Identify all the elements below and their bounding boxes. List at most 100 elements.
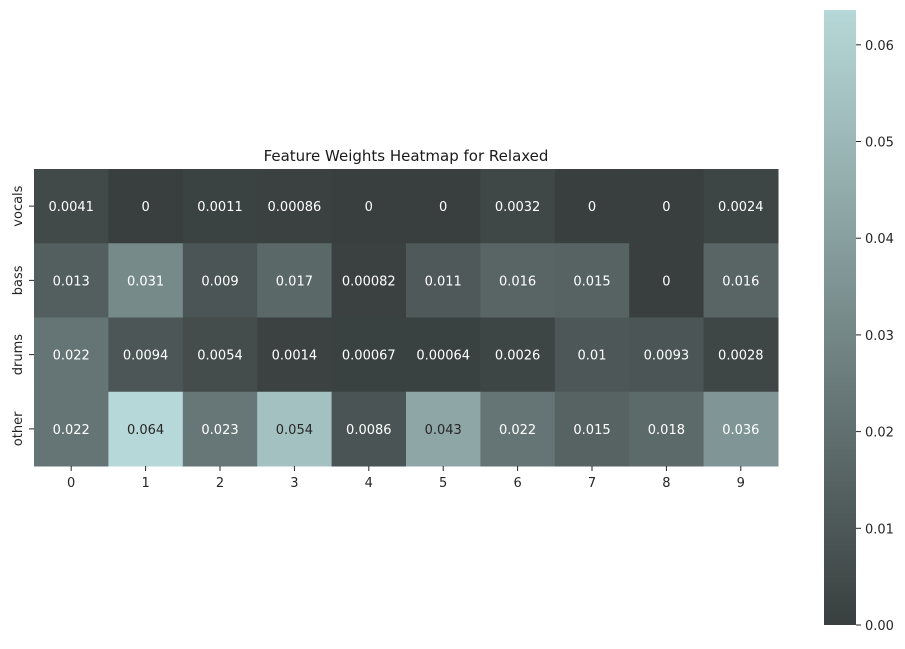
cell-annotation: 0.022 xyxy=(53,423,90,438)
cell-annotation: 0.0028 xyxy=(718,349,764,364)
x-tick-label: 7 xyxy=(588,476,596,491)
heatmap-cell xyxy=(703,169,779,244)
heatmap-cell xyxy=(108,391,184,467)
heatmap-cell xyxy=(406,391,481,467)
cell-annotation: 0.043 xyxy=(425,423,462,438)
heatmap-cell xyxy=(480,243,556,318)
cell-annotation: 0.064 xyxy=(127,423,164,438)
x-tick-label: 5 xyxy=(439,476,447,491)
cell-annotation: 0.00064 xyxy=(416,349,470,364)
heatmap-cell xyxy=(257,169,333,244)
cell-annotation: 0.0054 xyxy=(197,349,243,364)
heatmap-cell xyxy=(629,169,705,244)
cell-annotation: 0 xyxy=(439,200,447,215)
y-tick-label: drums xyxy=(11,334,26,375)
heatmap-cell xyxy=(331,317,407,393)
x-tick-label: 8 xyxy=(662,476,670,491)
cell-annotation: 0 xyxy=(365,200,373,215)
heatmap-cell xyxy=(182,169,258,244)
colorbar-tick-label: 0.05 xyxy=(865,136,894,151)
heatmap-cell xyxy=(629,317,705,393)
y-axis-ticks: vocals bass drums other xyxy=(11,185,34,446)
colorbar-tick-label: 0.03 xyxy=(865,329,894,344)
y-tick-label: vocals xyxy=(11,185,26,226)
x-tick-label: 1 xyxy=(141,476,149,491)
heatmap-cell xyxy=(331,169,407,244)
heatmap-cell xyxy=(480,169,556,244)
heatmap-cell xyxy=(406,317,481,393)
heatmap-cell xyxy=(480,391,556,467)
cell-annotation: 0.015 xyxy=(573,274,610,289)
heatmap-cell xyxy=(554,317,630,393)
heatmap-cells: 0.0041 0 0.0011 0.00086 0 0 0.0032 0 0 0.0024 0.01… xyxy=(34,169,779,467)
cell-annotation: 0.016 xyxy=(499,274,536,289)
cell-annotation: 0 xyxy=(662,274,670,289)
heatmap-cell xyxy=(331,243,407,318)
cell-annotation: 0.036 xyxy=(722,423,759,438)
colorbar-tick-label: 0.06 xyxy=(865,39,894,54)
cell-annotation: 0.022 xyxy=(53,349,90,364)
cell-annotation: 0.017 xyxy=(276,274,313,289)
cell-annotation: 0.0032 xyxy=(495,200,541,215)
cell-annotation: 0.0086 xyxy=(346,423,392,438)
chart-title: Feature Weights Heatmap for Relaxed xyxy=(264,147,549,165)
heatmap-cell xyxy=(554,391,630,467)
heatmap-cell xyxy=(703,243,779,318)
cell-annotation: 0 xyxy=(141,200,149,215)
x-tick-label: 2 xyxy=(216,476,224,491)
heatmap-cell xyxy=(257,317,333,393)
heatmap-cell xyxy=(34,243,109,318)
cell-annotation: 0.0094 xyxy=(123,349,169,364)
heatmap-cell xyxy=(257,243,333,318)
heatmap-cell xyxy=(34,169,109,244)
heatmap-cell xyxy=(108,243,184,318)
colorbar-tick-label: 0.00 xyxy=(865,619,894,634)
x-tick-label: 3 xyxy=(290,476,298,491)
heatmap-cell xyxy=(34,391,109,467)
cell-annotation: 0.00082 xyxy=(342,274,396,289)
cell-annotation: 0.0014 xyxy=(272,349,318,364)
y-tick-label: other xyxy=(11,411,26,446)
cell-annotation: 0.054 xyxy=(276,423,313,438)
cell-annotation: 0.01 xyxy=(578,349,607,364)
colorbar-tick-label: 0.01 xyxy=(865,522,894,537)
cell-annotation: 0.031 xyxy=(127,274,164,289)
heatmap-cell xyxy=(554,243,630,318)
heatmap-cell xyxy=(703,317,779,393)
colorbar-gradient xyxy=(824,10,856,625)
cell-annotation: 0.0041 xyxy=(48,200,94,215)
x-tick-label: 6 xyxy=(513,476,521,491)
heatmap-cell xyxy=(34,317,109,393)
cell-annotation: 0.009 xyxy=(201,274,238,289)
cell-annotation: 0.018 xyxy=(648,423,685,438)
cell-annotation: 0.00067 xyxy=(342,349,396,364)
heatmap-cell xyxy=(629,243,705,318)
cell-annotation: 0 xyxy=(588,200,596,215)
heatmap-cell xyxy=(331,391,407,467)
heatmap-cell xyxy=(406,243,481,318)
cell-annotation: 0.011 xyxy=(425,274,462,289)
heatmap-cell xyxy=(629,391,705,467)
cell-annotation: 0.0011 xyxy=(197,200,243,215)
cell-annotation: 0.00086 xyxy=(268,200,322,215)
colorbar-tick-label: 0.04 xyxy=(865,232,894,247)
x-tick-label: 0 xyxy=(67,476,75,491)
heatmap-cell xyxy=(108,317,184,393)
heatmap-cell xyxy=(182,317,258,393)
heatmap-cell xyxy=(703,391,779,467)
x-axis-ticks: 0 1 2 3 4 5 6 7 8 9 xyxy=(67,466,745,491)
heatmap-cell xyxy=(406,169,481,244)
colorbar-tick-label: 0.02 xyxy=(865,426,894,441)
colorbar: 0.00 0.01 0.02 0.03 0.04 0.05 0.06 xyxy=(824,10,894,634)
cell-annotation: 0.016 xyxy=(722,274,759,289)
heatmap-cell xyxy=(182,243,258,318)
x-tick-label: 9 xyxy=(737,476,745,491)
cell-annotation: 0 xyxy=(662,200,670,215)
cell-annotation: 0.0024 xyxy=(718,200,764,215)
heatmap-cell xyxy=(480,317,556,393)
cell-annotation: 0.022 xyxy=(499,423,536,438)
heatmap-cell xyxy=(554,169,630,244)
cell-annotation: 0.0093 xyxy=(644,349,690,364)
y-tick-label: bass xyxy=(11,265,26,295)
